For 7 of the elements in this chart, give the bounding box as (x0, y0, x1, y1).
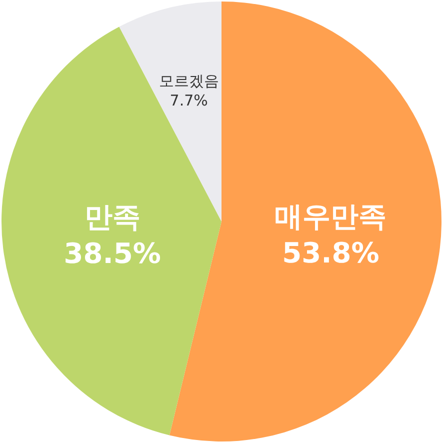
slice-label: 모르겠음 (158, 72, 219, 90)
data-label: 38.5% (64, 236, 161, 270)
slice-label: 만족 (84, 200, 140, 234)
slice-label: 매우만족 (274, 200, 387, 234)
data-label: 7.7% (170, 92, 208, 110)
data-label: 53.8% (282, 236, 380, 270)
pie-slice (2, 26, 222, 436)
